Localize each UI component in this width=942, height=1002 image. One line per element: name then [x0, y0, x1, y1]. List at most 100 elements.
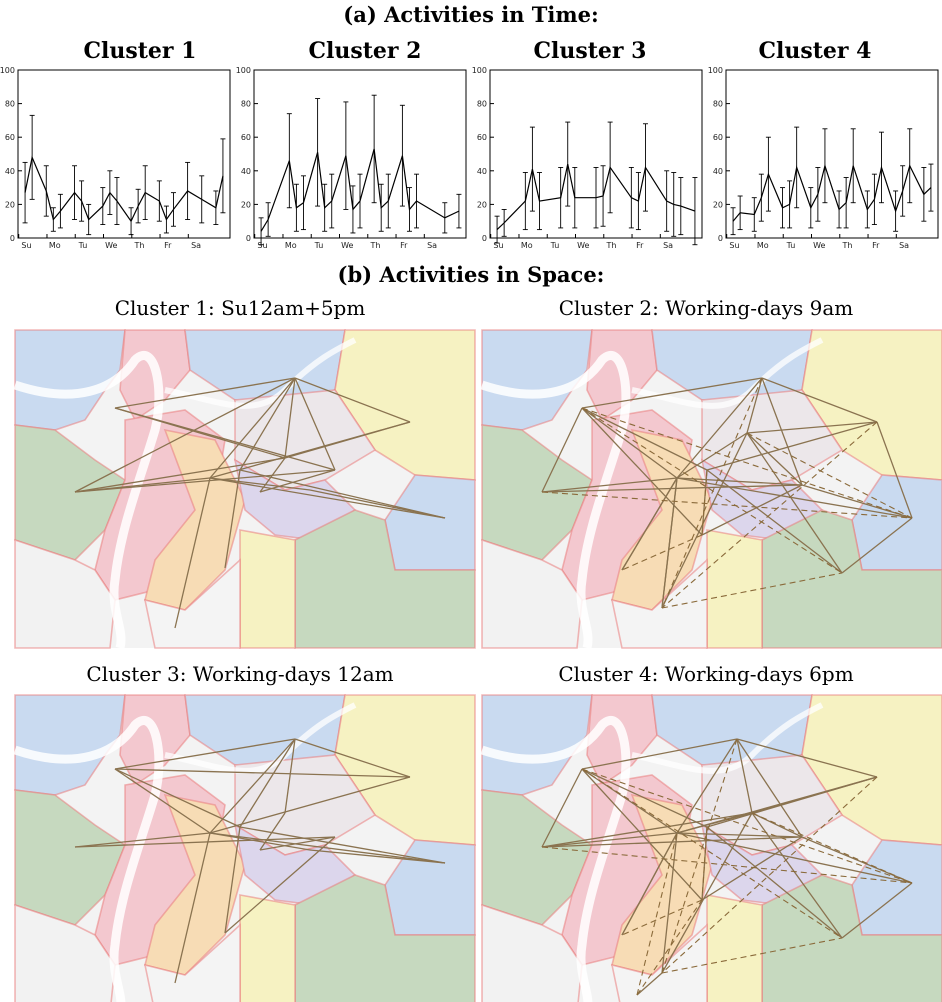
- flow-edge: [74, 477, 211, 493]
- y-tick-label: 0: [246, 234, 251, 243]
- flow-edge-dashed: [661, 776, 878, 974]
- map-zones: [14, 694, 476, 1002]
- flow-edge: [174, 477, 211, 629]
- flow-edge-dashed: [581, 768, 843, 939]
- activity-map-cluster-1: [13, 329, 476, 650]
- flow-edge: [661, 832, 678, 974]
- flow-edge: [751, 812, 803, 838]
- series-line: [260, 148, 460, 232]
- flow-edge: [621, 832, 678, 936]
- flow-edge: [209, 477, 311, 491]
- flow-edge: [661, 812, 753, 974]
- zone-south-center: [143, 923, 241, 1002]
- flow-edge: [746, 432, 803, 486]
- flow-edge: [224, 836, 336, 934]
- section-a-title: (a) Activities in Time:: [343, 2, 599, 27]
- river-main: [480, 716, 631, 1002]
- activity-chart-cluster-4: 0 20 40 60 80 100 Su Mo Tu We Th Fr Sa: [708, 66, 939, 250]
- flow-edge: [174, 832, 211, 984]
- flow-edge: [676, 432, 748, 479]
- flow-edge-dashed: [621, 899, 703, 936]
- plot-frame: [725, 69, 939, 239]
- zone-south-center: [610, 558, 708, 649]
- flow-edge: [581, 407, 708, 471]
- flow-edge: [676, 477, 913, 519]
- y-tick-label: 80: [713, 100, 723, 109]
- x-tick-label: Mo: [49, 241, 61, 250]
- flow-edge: [801, 484, 913, 519]
- flow-edge: [581, 738, 738, 770]
- x-tick-label: Su: [257, 241, 267, 250]
- y-tick-label: 100: [0, 66, 15, 75]
- flow-edge-dashed: [636, 832, 678, 996]
- x-tick-label: Sa: [899, 241, 909, 250]
- flow-edge: [114, 768, 211, 834]
- x-tick-label: We: [341, 241, 353, 250]
- zone-south-center: [610, 923, 708, 1002]
- flow-edge: [581, 377, 763, 409]
- flow-edge-dashed: [636, 899, 703, 996]
- x-tick-label: Fr: [164, 241, 172, 250]
- x-tick-label: Th: [842, 241, 853, 250]
- x-tick-label: Fr: [636, 241, 644, 250]
- y-tick-label: 0: [10, 234, 15, 243]
- flow-edge: [294, 377, 411, 423]
- flow-edge: [209, 377, 296, 479]
- river-main: [480, 351, 631, 650]
- y-tick-label: 0: [482, 234, 487, 243]
- flow-edge: [284, 377, 296, 459]
- y-tick-label: 60: [241, 133, 251, 142]
- x-tick-label: Fr: [872, 241, 880, 250]
- flow-edge: [74, 377, 296, 493]
- zone-south: [706, 529, 763, 649]
- flow-edge-dashed: [751, 812, 913, 884]
- flow-edge: [676, 738, 738, 834]
- flow-edge-dashed: [541, 491, 913, 519]
- flow-edge: [541, 812, 753, 848]
- flow-edge-dashed: [661, 738, 738, 974]
- flow-edge: [706, 826, 843, 939]
- y-tick-label: 80: [477, 100, 487, 109]
- flow-edge: [581, 407, 678, 479]
- y-tick-label: 20: [477, 200, 487, 209]
- zone-south: [239, 529, 296, 649]
- flow-edge: [284, 738, 296, 814]
- x-tick-label: We: [813, 241, 825, 250]
- flow-edge: [706, 469, 843, 574]
- flow-edge: [224, 826, 241, 934]
- cluster-3-title: Cluster 3: [533, 38, 647, 64]
- flow-edge-dashed: [746, 432, 913, 519]
- x-tick-label: Tu: [550, 241, 560, 250]
- map-2-title: Cluster 2: Working-days 9am: [558, 296, 854, 320]
- flow-edge-dashed: [701, 469, 708, 536]
- flow-edge: [309, 849, 446, 864]
- x-tick-label: Th: [606, 241, 617, 250]
- activity-chart-cluster-3: 0 20 40 60 80 100 Su Mo Tu We Th Fr Sa: [472, 66, 703, 250]
- flow-edge: [74, 832, 211, 848]
- river-main: [13, 351, 164, 650]
- flow-edge: [74, 469, 336, 493]
- flow-edge: [761, 377, 878, 423]
- x-tick-label: We: [105, 241, 117, 250]
- x-tick-label: Mo: [521, 241, 533, 250]
- flow-edge: [736, 738, 878, 778]
- flow-edge: [114, 738, 296, 770]
- flow-edge: [224, 469, 241, 569]
- flow-edge: [114, 407, 286, 459]
- zone-south: [239, 894, 296, 1002]
- x-tick-label: Th: [370, 241, 381, 250]
- activity-map-cluster-3: [13, 694, 476, 1002]
- activity-map-cluster-4: [480, 694, 942, 1002]
- flow-edge: [209, 477, 446, 519]
- map-zones: [14, 329, 476, 649]
- flow-edge: [259, 457, 286, 493]
- x-tick-label: Su: [21, 241, 31, 250]
- flow-edge-dashed: [581, 768, 913, 884]
- flow-edge: [761, 377, 803, 486]
- x-tick-label: Tu: [314, 241, 324, 250]
- flow-edge: [746, 377, 763, 434]
- flow-edge: [74, 457, 286, 493]
- flow-edge: [239, 377, 296, 471]
- plot-frame: [17, 69, 231, 239]
- zone-south-center: [143, 558, 241, 649]
